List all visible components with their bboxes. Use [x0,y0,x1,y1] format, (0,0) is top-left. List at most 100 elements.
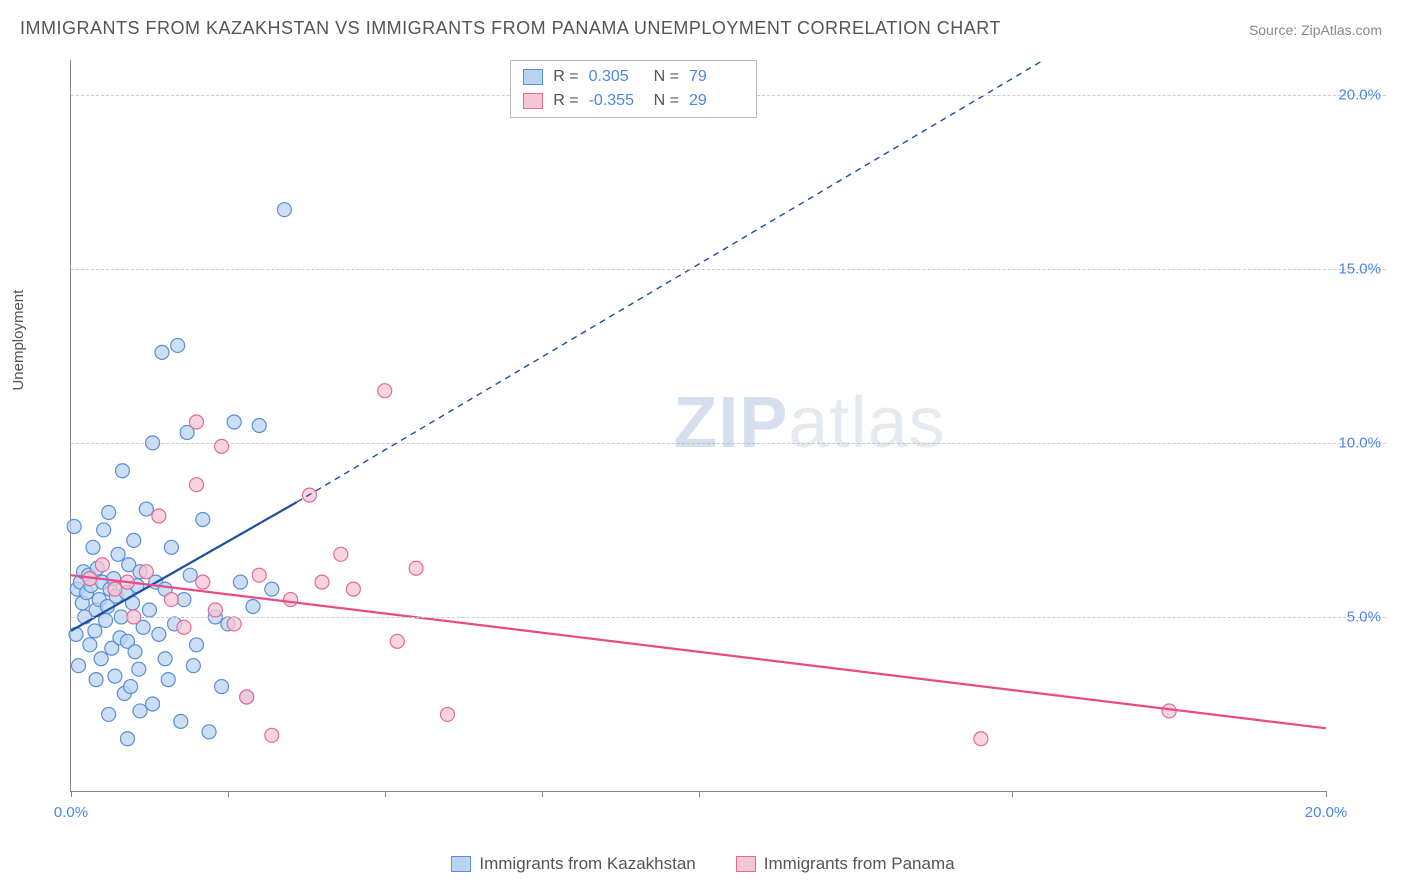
chart-container: Unemployment ZIPatlas R =0.305N =79R =-0… [20,50,1386,832]
r-label: R = [553,65,578,89]
data-point [139,502,153,516]
data-point [139,565,153,579]
x-tick [385,791,386,797]
data-point [202,725,216,739]
n-label: N = [654,89,679,113]
data-point [97,523,111,537]
data-point [265,582,279,596]
plot-svg [71,60,1326,791]
swatch-icon [736,856,756,872]
data-point [171,338,185,352]
y-tick-label: 10.0% [1338,434,1381,451]
data-point [215,680,229,694]
data-point [133,704,147,718]
data-point [102,506,116,520]
data-point [95,558,109,572]
data-point [120,732,134,746]
trend-line-extrapolated [297,60,1044,502]
x-tick-label: 20.0% [1305,804,1348,821]
x-tick [71,791,72,797]
stats-row: R = -0.355 N = 29 [523,89,744,113]
r-value: 0.305 [589,65,644,89]
data-point [190,415,204,429]
n-label: N = [654,65,679,89]
legend-label: Immigrants from Panama [764,854,955,874]
data-point [252,568,266,582]
gridline-h [71,269,1386,270]
data-point [334,547,348,561]
x-tick [228,791,229,797]
data-point [233,575,247,589]
data-point [152,509,166,523]
r-value: -0.355 [589,89,644,113]
data-point [146,697,160,711]
data-point [265,728,279,742]
legend-item: Immigrants from Kazakhstan [451,854,695,874]
data-point [227,415,241,429]
series-legend: Immigrants from Kazakhstan Immigrants fro… [0,854,1406,874]
data-point [164,593,178,607]
data-point [72,659,86,673]
data-point [183,568,197,582]
data-point [246,600,260,614]
data-point [94,652,108,666]
data-point [69,627,83,641]
data-point [284,593,298,607]
data-point [161,673,175,687]
data-point [215,439,229,453]
data-point [174,714,188,728]
data-point [164,540,178,554]
data-point [186,659,200,673]
data-point [152,627,166,641]
data-point [102,707,116,721]
data-point [177,593,191,607]
swatch-icon [451,856,471,872]
data-point [378,384,392,398]
data-point [89,673,103,687]
trend-line [71,575,1326,728]
data-point [1162,704,1176,718]
data-point [974,732,988,746]
data-point [67,519,81,533]
data-point [390,634,404,648]
data-point [128,645,142,659]
x-tick [1326,791,1327,797]
x-tick [542,791,543,797]
data-point [111,547,125,561]
x-tick-label: 0.0% [54,804,88,821]
swatch-icon [523,93,543,109]
data-point [142,603,156,617]
stats-row: R = 0.305 N = 79 [523,65,744,89]
data-point [252,419,266,433]
n-value: 79 [689,65,744,89]
data-point [346,582,360,596]
data-point [99,613,113,627]
data-point [115,464,129,478]
data-point [190,638,204,652]
data-point [196,512,210,526]
legend-item: Immigrants from Panama [736,854,955,874]
x-tick [699,791,700,797]
plot-area: ZIPatlas R =0.305N =79R =-0.355N =29 5.0… [70,60,1326,792]
data-point [240,690,254,704]
x-tick [1012,791,1013,797]
data-point [208,603,222,617]
r-label: R = [553,89,578,113]
data-point [158,652,172,666]
data-point [155,345,169,359]
data-point [196,575,210,589]
data-point [83,638,97,652]
gridline-h [71,617,1386,618]
data-point [277,203,291,217]
swatch-icon [523,69,543,85]
y-axis-label: Unemployment [10,290,27,391]
n-value: 29 [689,89,744,113]
data-point [409,561,423,575]
data-point [315,575,329,589]
data-point [86,540,100,554]
data-point [190,478,204,492]
data-point [441,707,455,721]
y-tick-label: 20.0% [1338,86,1381,103]
data-point [108,582,122,596]
gridline-h [71,443,1386,444]
